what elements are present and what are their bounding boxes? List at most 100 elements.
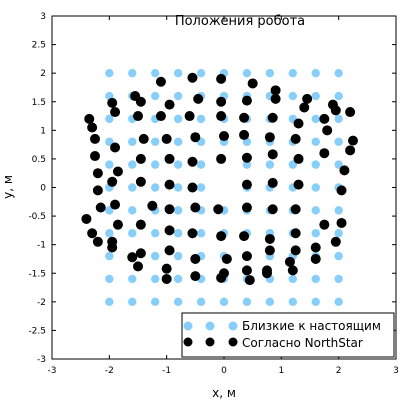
northstar-point — [138, 133, 149, 144]
northstar-point — [219, 131, 229, 142]
northstar-point — [87, 122, 98, 133]
chart-title: Положения робота — [175, 14, 305, 29]
northstar-point — [161, 263, 172, 274]
northstar-point — [90, 133, 100, 144]
northstar-point — [322, 125, 333, 136]
true-position-point — [311, 206, 320, 215]
northstar-point — [164, 99, 175, 110]
x-axis-label: x, м — [212, 386, 236, 400]
northstar-point — [110, 107, 121, 118]
true-position-point — [334, 251, 343, 261]
true-position-point — [311, 229, 320, 238]
true-position-point — [196, 229, 206, 238]
y-tick-label: -2.5 — [28, 326, 46, 336]
northstar-point — [112, 219, 123, 230]
true-position-point — [128, 68, 137, 78]
legend: Близкие к настоящим Согласно NorthStar — [181, 312, 395, 358]
northstar-point — [299, 102, 310, 113]
northstar-point — [216, 231, 227, 242]
x-tick-label: -2 — [105, 366, 114, 376]
northstar-point — [147, 200, 158, 211]
true-position-point — [105, 137, 114, 146]
northstar-point — [247, 78, 258, 89]
northstar-point — [95, 202, 106, 213]
true-position-point — [151, 297, 160, 307]
northstar-point — [310, 242, 321, 253]
true-position-point — [196, 297, 206, 307]
true-position-point — [334, 206, 343, 215]
true-position-point — [196, 114, 206, 124]
northstar-point — [164, 204, 175, 215]
northstar-point — [348, 135, 358, 146]
true-position-point — [288, 297, 297, 307]
legend-box — [181, 312, 395, 358]
true-position-point — [334, 91, 343, 101]
northstar-point — [87, 228, 98, 239]
true-position-point — [311, 297, 320, 307]
northstar-point — [336, 185, 347, 196]
northstar-point — [290, 245, 301, 256]
true-position-point — [151, 68, 160, 78]
northstar-point — [267, 177, 278, 188]
true-position-point — [105, 160, 114, 169]
y-tick-label: 2.5 — [32, 41, 46, 51]
true-position-point — [151, 229, 160, 238]
northstar-point — [164, 153, 175, 164]
northstar-point — [155, 76, 166, 87]
northstar-point — [112, 166, 123, 177]
northstar-point — [107, 236, 118, 247]
true-position-point — [334, 137, 343, 146]
true-position-point — [105, 206, 114, 215]
true-position-point — [151, 91, 160, 101]
northstar-point — [239, 231, 250, 242]
northstar-point — [133, 261, 143, 272]
northstar-point — [135, 176, 146, 187]
northstar-point — [190, 253, 201, 264]
northstar-point — [193, 93, 204, 104]
northstar-point — [330, 105, 341, 116]
y-tick-label: 0.5 — [32, 155, 46, 165]
northstar-point — [302, 93, 313, 104]
northstar-point — [190, 271, 201, 282]
northstar-point — [92, 185, 103, 196]
northstar-point — [221, 253, 232, 264]
northstar-point — [290, 133, 301, 144]
northstar-point — [110, 199, 121, 210]
northstar-point — [187, 182, 198, 193]
true-position-point — [173, 137, 183, 146]
northstar-point — [161, 133, 172, 144]
northstar-point — [267, 112, 278, 123]
northstar-point — [135, 219, 146, 230]
northstar-point — [92, 236, 103, 247]
true-position-point — [151, 137, 160, 146]
northstar-point — [155, 111, 166, 122]
northstar-point — [267, 204, 278, 215]
true-position-point — [334, 68, 343, 78]
true-position-point — [242, 297, 252, 307]
true-position-point — [288, 91, 297, 101]
legend-marker-true — [183, 321, 193, 331]
legend-marker-true — [205, 321, 215, 331]
true-position-point — [311, 160, 320, 169]
northstar-point — [290, 204, 301, 215]
northstar-point — [264, 132, 275, 143]
legend-marker-northstar — [228, 337, 238, 347]
y-tick-label: -1.5 — [28, 269, 46, 279]
true-position-point — [288, 274, 297, 284]
true-position-point — [151, 251, 160, 261]
true-position-point — [173, 229, 183, 238]
data-points — [81, 68, 358, 307]
northstar-point — [164, 245, 175, 256]
true-position-point — [105, 68, 114, 78]
y-tick-label: 0 — [40, 184, 46, 194]
true-position-point — [311, 114, 320, 124]
northstar-point — [213, 204, 224, 215]
x-tick-label: 3 — [393, 366, 399, 376]
series-northstar — [81, 72, 358, 286]
true-position-point — [173, 251, 183, 261]
x-tick-label: -3 — [48, 366, 57, 376]
northstar-point — [241, 179, 252, 190]
northstar-point — [92, 168, 103, 179]
true-position-point — [173, 183, 183, 192]
